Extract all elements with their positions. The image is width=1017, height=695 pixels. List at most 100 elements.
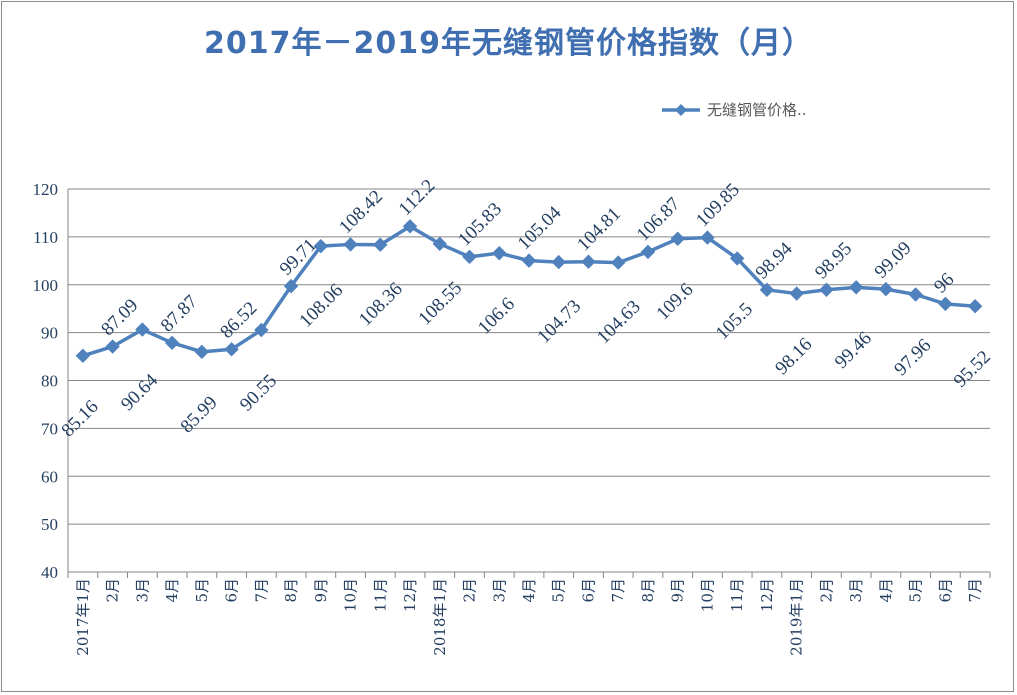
data-label-18: 104.63 xyxy=(593,296,645,348)
x-tick-label-18: 7月 xyxy=(609,578,627,603)
data-label-20: 109.6 xyxy=(652,279,697,324)
data-label-8: 108.06 xyxy=(295,280,347,332)
x-tick-label-14: 3月 xyxy=(490,578,508,603)
data-label-6: 90.55 xyxy=(236,370,281,415)
data-label-10: 108.36 xyxy=(355,278,407,330)
data-label-3: 87.87 xyxy=(157,291,202,336)
y-tick-label-90: 90 xyxy=(41,324,58,343)
data-point-12 xyxy=(432,236,447,252)
x-tick-label-7: 8月 xyxy=(282,578,300,603)
data-point-3 xyxy=(164,335,180,351)
data-point-30 xyxy=(967,298,983,314)
data-point-9 xyxy=(343,237,358,252)
data-label-25: 98.95 xyxy=(811,238,856,283)
x-tick-label-19: 8月 xyxy=(639,578,657,603)
data-point-14 xyxy=(492,245,507,261)
x-tick-label-3: 4月 xyxy=(163,578,181,603)
data-label-16: 104.73 xyxy=(533,296,585,348)
data-label-15: 105.04 xyxy=(514,202,566,254)
x-tick-label-4: 5月 xyxy=(193,578,211,603)
data-point-29 xyxy=(938,296,953,312)
data-point-27 xyxy=(878,281,894,297)
data-label-23: 98.94 xyxy=(752,238,797,283)
data-point-17 xyxy=(581,254,596,269)
data-point-8 xyxy=(313,238,329,254)
x-tick-label-25: 2月 xyxy=(817,578,835,603)
x-tick-label-12: 2018年1月 xyxy=(431,578,449,656)
y-tick-label-110: 110 xyxy=(33,228,58,247)
y-tick-label-120: 120 xyxy=(33,180,59,199)
data-label-2: 90.64 xyxy=(117,370,162,415)
y-tick-label-80: 80 xyxy=(41,372,58,391)
data-label-24: 98.16 xyxy=(771,334,816,379)
data-point-11 xyxy=(402,219,418,234)
data-point-4 xyxy=(194,344,210,360)
data-label-17: 104.81 xyxy=(573,203,625,255)
data-point-5 xyxy=(224,342,239,357)
data-label-12: 108.55 xyxy=(414,278,466,330)
x-tick-label-15: 4月 xyxy=(520,578,538,603)
data-label-4: 85.99 xyxy=(177,392,222,437)
x-tick-label-23: 12月 xyxy=(758,578,776,612)
x-tick-label-27: 4月 xyxy=(877,578,895,603)
data-point-1 xyxy=(105,339,120,354)
data-label-28: 97.96 xyxy=(890,335,935,380)
data-point-10 xyxy=(373,237,388,252)
x-tick-label-22: 11月 xyxy=(728,578,746,612)
data-label-26: 99.46 xyxy=(831,328,876,373)
x-tick-label-10: 11月 xyxy=(371,578,389,612)
data-label-30: 95.52 xyxy=(950,347,995,392)
data-label-29: 96 xyxy=(930,269,958,297)
y-tick-label-60: 60 xyxy=(41,467,58,486)
data-label-22: 105.5 xyxy=(712,299,757,344)
data-point-21 xyxy=(700,230,715,245)
data-point-20 xyxy=(670,231,685,246)
data-label-9: 108.42 xyxy=(335,186,387,238)
x-tick-label-28: 5月 xyxy=(907,578,925,603)
data-point-23 xyxy=(759,282,775,298)
x-tick-label-13: 2月 xyxy=(461,578,479,603)
x-tick-label-17: 6月 xyxy=(579,578,597,603)
y-tick-label-50: 50 xyxy=(41,515,58,534)
data-label-13: 105.83 xyxy=(454,199,506,251)
data-point-0 xyxy=(75,348,91,364)
y-tick-label-100: 100 xyxy=(33,276,59,295)
x-tick-label-16: 5月 xyxy=(550,578,568,603)
x-tick-label-6: 7月 xyxy=(252,578,270,603)
data-point-19 xyxy=(640,244,656,260)
data-label-27: 99.09 xyxy=(871,238,916,283)
data-label-21: 109.85 xyxy=(692,179,744,231)
x-tick-label-30: 7月 xyxy=(966,578,984,603)
data-label-11: 112.2 xyxy=(395,175,440,220)
x-tick-label-8: 9月 xyxy=(312,578,330,603)
legend-label: 无缝钢管价格.. xyxy=(707,101,807,119)
x-tick-label-11: 12月 xyxy=(401,578,419,612)
x-tick-label-1: 2月 xyxy=(104,578,122,603)
legend-marker xyxy=(675,104,687,116)
data-point-18 xyxy=(611,255,626,270)
data-point-6 xyxy=(254,322,269,338)
x-tick-label-29: 6月 xyxy=(936,578,954,603)
x-tick-label-20: 9月 xyxy=(669,578,687,603)
data-point-28 xyxy=(908,287,923,302)
y-tick-label-70: 70 xyxy=(41,419,58,438)
data-point-24 xyxy=(789,286,804,301)
x-tick-label-26: 3月 xyxy=(847,578,865,603)
x-tick-label-5: 6月 xyxy=(223,578,241,603)
x-tick-label-9: 10月 xyxy=(342,578,360,612)
data-point-25 xyxy=(819,282,834,297)
chart-title: 2017年－2019年无缝钢管价格指数（月） xyxy=(204,26,813,61)
x-tick-label-0: 2017年1月 xyxy=(74,578,92,656)
data-label-0: 85.16 xyxy=(58,396,103,441)
data-point-2 xyxy=(135,322,150,337)
data-point-22 xyxy=(729,251,745,266)
x-tick-label-2: 3月 xyxy=(133,578,151,603)
data-label-14: 106.6 xyxy=(474,294,519,339)
data-point-7 xyxy=(283,278,299,294)
data-point-15 xyxy=(521,253,537,268)
data-point-26 xyxy=(848,280,864,295)
x-tick-label-21: 10月 xyxy=(698,578,716,612)
data-point-16 xyxy=(551,254,566,270)
data-point-13 xyxy=(462,249,477,265)
